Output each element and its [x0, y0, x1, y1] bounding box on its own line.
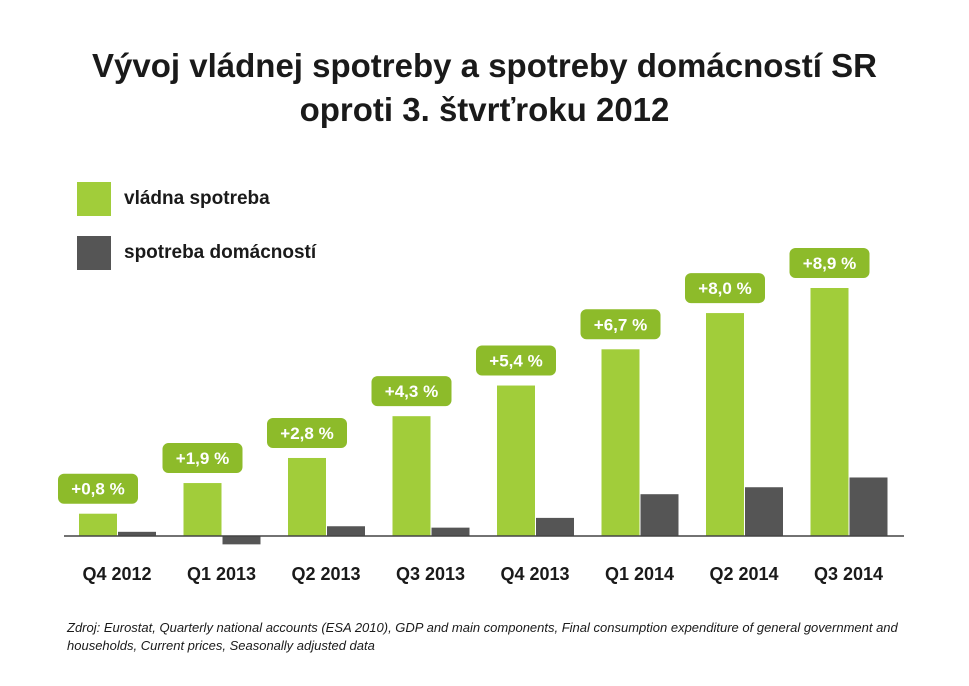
- data-label-4: +5,4 %: [489, 352, 542, 371]
- legend-label-households: spotreba domácností: [124, 242, 317, 263]
- bar-government-4: [497, 385, 535, 536]
- chart-title-line-1: Vývoj vládnej spotreby a spotreby domácn…: [92, 47, 877, 84]
- data-label-3: +4,3 %: [385, 382, 438, 401]
- chart-title-line-2: oproti 3. štvrťroku 2012: [299, 91, 670, 128]
- x-tick-label-6: Q2 2014: [709, 564, 778, 584]
- x-tick-label-3: Q3 2013: [396, 564, 465, 584]
- data-label-6: +8,0 %: [698, 279, 751, 298]
- bar-households-6: [745, 487, 783, 536]
- data-label-2: +2,8 %: [280, 424, 333, 443]
- legend-swatch-households: [77, 236, 111, 270]
- bar-households-3: [431, 527, 470, 536]
- data-label-bg-5: [580, 309, 661, 340]
- source-note: Zdroj: Eurostat, Quarterly national acco…: [67, 620, 898, 653]
- data-label-bg-0: [58, 473, 138, 504]
- bar-government-3: [392, 416, 431, 536]
- data-label-1: +1,9 %: [176, 449, 229, 468]
- chart-title: Vývoj vládnej spotreby a spotreby domácn…: [0, 44, 969, 132]
- data-label-bg-7: [789, 248, 870, 278]
- legend-item-households: spotreba domácností: [77, 236, 316, 270]
- bar-government-7: [810, 288, 849, 536]
- data-label-5: +6,7 %: [594, 315, 647, 334]
- x-tick-label-4: Q4 2013: [500, 564, 569, 584]
- x-tick-label-5: Q1 2014: [605, 564, 674, 584]
- bar-government-6: [706, 313, 744, 536]
- bar-households-1: [222, 536, 261, 545]
- bar-households-7: [849, 477, 888, 536]
- x-tick-label-2: Q2 2013: [291, 564, 360, 584]
- bar-households-4: [536, 517, 574, 536]
- data-label-bg-4: [476, 345, 556, 376]
- legend-swatch-government: [77, 182, 111, 216]
- data-label-bg-2: [267, 417, 347, 448]
- bar-households-0: [118, 531, 156, 536]
- bar-households-2: [327, 526, 365, 536]
- data-label-bg-3: [371, 376, 452, 407]
- bar-households-5: [640, 494, 679, 536]
- x-tick-label-0: Q4 2012: [82, 564, 151, 584]
- data-label-bg-6: [685, 273, 765, 304]
- bar-government-5: [601, 349, 640, 536]
- data-label-0: +0,8 %: [71, 480, 124, 499]
- bar-government-0: [79, 513, 117, 536]
- x-tick-label-7: Q3 2014: [814, 564, 883, 584]
- x-tick-label-1: Q1 2013: [187, 564, 256, 584]
- legend-item-government: vládna spotreba: [77, 182, 270, 216]
- legend-label-government: vládna spotreba: [124, 188, 270, 209]
- bar-government-2: [288, 457, 326, 536]
- bar-government-1: [183, 483, 222, 536]
- data-label-bg-1: [162, 443, 243, 474]
- data-label-7: +8,9 %: [803, 254, 856, 273]
